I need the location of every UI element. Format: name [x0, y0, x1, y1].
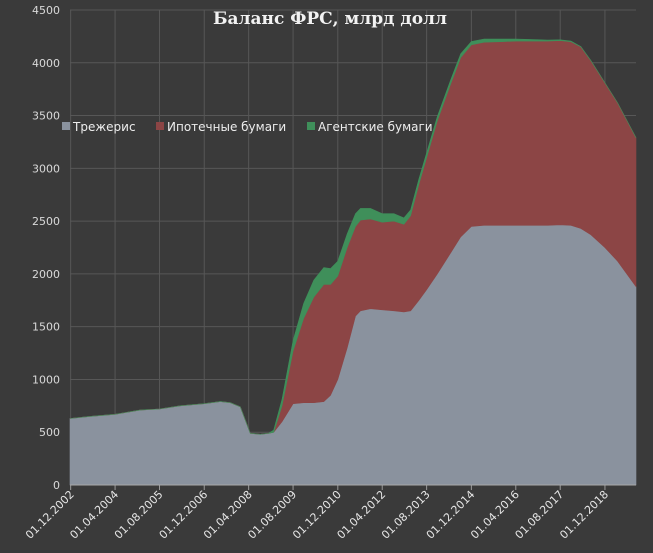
y-tick-label: 3500: [32, 110, 60, 123]
y-tick-label: 0: [53, 479, 60, 492]
legend: Трежерис Ипотечные бумаги Агентские бумаги: [62, 120, 433, 134]
legend-swatch: [156, 122, 164, 130]
x-tick-label: 01.12.2018: [557, 488, 611, 542]
legend-swatch: [307, 122, 315, 130]
y-tick-label: 2500: [32, 215, 60, 228]
chart-title: Баланс ФРС, млрд долл: [213, 9, 447, 29]
area-layer: [69, 38, 637, 486]
y-tick-label: 4500: [32, 4, 60, 17]
legend-label: Агентские бумаги: [318, 120, 433, 134]
y-tick-label: 500: [39, 426, 60, 439]
y-tick-label: 1000: [32, 373, 60, 386]
legend-swatch: [62, 122, 70, 130]
y-tick-label: 2000: [32, 268, 60, 281]
y-tick-label: 4000: [32, 57, 60, 70]
y-tick-label: 1500: [32, 321, 60, 334]
area-series-3: [69, 38, 637, 435]
y-tick-label: 3000: [32, 162, 60, 175]
legend-label: Трежерис: [72, 120, 136, 134]
legend-label: Ипотечные бумаги: [167, 120, 286, 134]
